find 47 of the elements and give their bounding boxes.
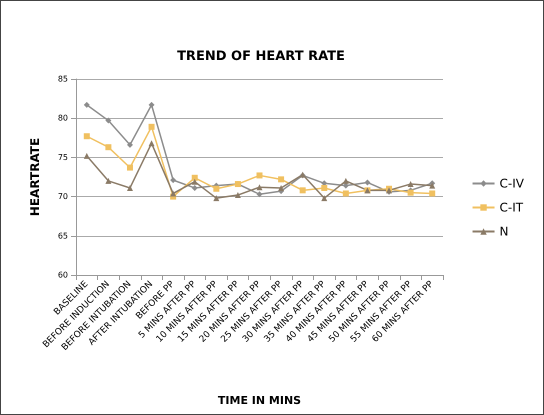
y-tick-label: 60	[58, 270, 68, 280]
point	[213, 195, 220, 202]
point	[170, 177, 176, 184]
y-tick-label: 65	[58, 231, 68, 240]
point	[278, 176, 284, 182]
point	[148, 140, 155, 146]
point	[84, 152, 90, 159]
point	[342, 178, 349, 184]
point	[321, 195, 328, 202]
point	[192, 174, 198, 181]
y-axis-title: HEARTRATE	[28, 138, 42, 216]
point	[321, 184, 328, 191]
point	[256, 184, 262, 190]
point	[342, 190, 349, 196]
point	[256, 191, 262, 198]
point	[105, 178, 112, 184]
y-tick-label: 85	[58, 74, 68, 84]
x-axis-title: TIME IN MINS	[218, 394, 302, 407]
point	[192, 178, 198, 185]
point	[148, 102, 155, 108]
point	[300, 187, 306, 194]
point	[429, 190, 436, 196]
point	[234, 192, 241, 198]
point	[170, 190, 176, 196]
point	[126, 184, 133, 191]
point	[429, 182, 436, 189]
point	[364, 179, 370, 186]
point	[278, 184, 284, 191]
point	[408, 181, 414, 188]
y-tick-label: 80	[58, 114, 68, 123]
point	[408, 190, 414, 196]
point	[148, 124, 155, 130]
point	[126, 164, 133, 171]
point	[84, 102, 90, 108]
point	[105, 118, 112, 124]
y-tick-label: 70	[58, 192, 68, 202]
legend-label: C-IT	[500, 200, 524, 214]
point	[126, 142, 133, 148]
point	[256, 172, 262, 178]
point	[213, 186, 220, 192]
chart-title: TREND OF HEART RATE	[177, 49, 345, 64]
legend-label: C-IV	[500, 176, 525, 190]
legend-label: N	[500, 224, 509, 238]
point	[105, 144, 112, 150]
y-tick-label: 75	[58, 152, 68, 162]
point	[84, 133, 90, 140]
point	[192, 184, 198, 191]
